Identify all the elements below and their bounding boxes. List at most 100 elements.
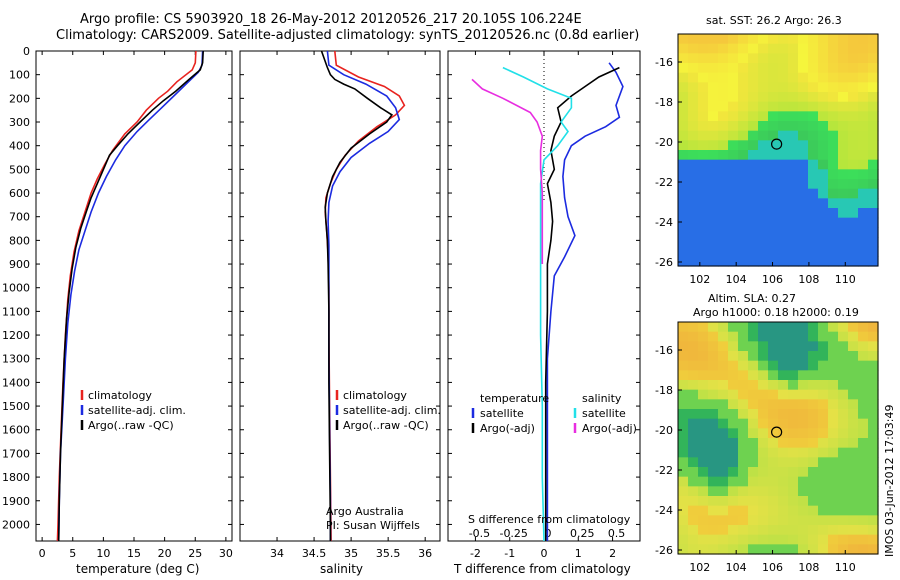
sla-map-cell [858, 447, 869, 458]
sla-map-cell [848, 544, 859, 555]
sla-map-cell [818, 496, 829, 507]
legend-label: satellite [582, 407, 626, 420]
sst-map-cell [758, 208, 769, 219]
sla-map-cell [768, 534, 779, 545]
s-diff-tick-label: -0.5 [469, 527, 490, 540]
sla-map-cell [838, 496, 849, 507]
sla-map-cell [728, 380, 739, 391]
sla-map-cell [758, 476, 769, 487]
legend-salinity-header: salinity [582, 392, 622, 405]
header-line-2: Climatology: CARS2009. Satellite-adjuste… [56, 28, 640, 43]
salinity-xlabel: salinity [320, 562, 364, 576]
sst-map-cell [788, 82, 799, 93]
sla-map-cell [868, 409, 879, 420]
header-line-1: Argo profile: CS 5903920_18 26-May-2012 … [80, 12, 582, 27]
sst-map-cell [728, 246, 739, 257]
sst-map-xtick-label: 110 [835, 273, 856, 286]
sst-map-cell [798, 101, 809, 112]
sst-map-cell [768, 63, 779, 74]
sla-map-cell [768, 428, 779, 439]
sla-map-cell [758, 505, 769, 516]
sla-map-cell [738, 525, 749, 536]
sst-map-cell [698, 150, 709, 161]
sst-map-cell [708, 256, 719, 267]
difference-profile-xtick-label: -1 [504, 547, 515, 560]
sla-map-cell [678, 496, 689, 507]
sst-map-cell [748, 256, 759, 267]
sla-map-cell [808, 322, 819, 333]
sla-map-cell [838, 544, 849, 555]
sst-map-cell [718, 111, 729, 122]
sla-map-cell [708, 525, 719, 536]
sla-map-cell [678, 457, 689, 468]
sst-map-cell [778, 53, 789, 64]
sst-map-cell [758, 169, 769, 180]
sst-map-cell [728, 227, 739, 238]
sla-map-cell [808, 370, 819, 381]
sst-map-xtick-label: 108 [798, 273, 819, 286]
sst-map-cell [828, 208, 839, 219]
sla-map-cell [818, 360, 829, 371]
sst-map-cell [758, 121, 769, 132]
sla-map-cell [818, 476, 829, 487]
sla-map-cell [828, 496, 839, 507]
sla-map-cell [848, 380, 859, 391]
sst-map-cell [708, 246, 719, 257]
sla-map-cell [808, 467, 819, 478]
sst-map-cell [688, 72, 699, 83]
sst-map-cell [678, 130, 689, 141]
sla-map-cell [808, 418, 819, 429]
sla-map-cell [688, 447, 699, 458]
sla-map-cell [758, 389, 769, 400]
sst-map-cell [848, 72, 859, 83]
sla-map-cell [858, 505, 869, 516]
sst-map-cell [868, 208, 879, 219]
sst-map-cell [748, 217, 759, 228]
sla-map-cell [748, 467, 759, 478]
sst-map-cell [718, 256, 729, 267]
sla-map-cell [718, 351, 729, 362]
float-location-marker [771, 138, 783, 150]
sla-map-cell [838, 360, 849, 371]
sla-map-cell [678, 399, 689, 410]
sst-map-cell [798, 188, 809, 199]
sla-map-cell [848, 534, 859, 545]
sst-map-cell [828, 63, 839, 74]
sla-map-cell [718, 447, 729, 458]
sla-map-xtick-label: 108 [798, 561, 819, 574]
sla-map-cell [848, 418, 859, 429]
sst-map-cell [818, 246, 829, 257]
sla-map-cell [798, 341, 809, 352]
legend-label: satellite-adj. clim. [343, 404, 441, 417]
sla-map-cell [748, 486, 759, 497]
sst-map-cell [838, 227, 849, 238]
temperature-profile-xtick-label: 30 [219, 547, 233, 560]
sla-map-cell [788, 447, 799, 458]
sla-map-cell [758, 457, 769, 468]
sla-map-cell [788, 389, 799, 400]
sst-map-cell [678, 208, 689, 219]
sst-map-cell [828, 140, 839, 151]
sla-map-cell [728, 534, 739, 545]
sst-map-cell [688, 63, 699, 74]
sst-map-cell [858, 101, 869, 112]
sst-map-cell [788, 227, 799, 238]
sla-map-cell [868, 457, 879, 468]
sla-map-cell [758, 525, 769, 536]
sst-map-cell [718, 227, 729, 238]
sla-map-cell [698, 476, 709, 487]
sst-map-cell [688, 130, 699, 141]
sla-map-cell [728, 447, 739, 458]
sla-map-cell [838, 447, 849, 458]
sla-map-cell [788, 534, 799, 545]
depth-tick-label: 1000 [2, 282, 30, 295]
sla-map-cell [698, 418, 709, 429]
sst-map-cell [728, 43, 739, 54]
sla-map-xtick-label: 106 [762, 561, 783, 574]
sst-map-cell [828, 237, 839, 248]
sst-map-cell [818, 34, 829, 45]
series-line-argo-raw-qc- [57, 50, 204, 542]
sst-map-cell [718, 159, 729, 170]
sst-map-cell [828, 82, 839, 93]
sst-map-cell [838, 130, 849, 141]
